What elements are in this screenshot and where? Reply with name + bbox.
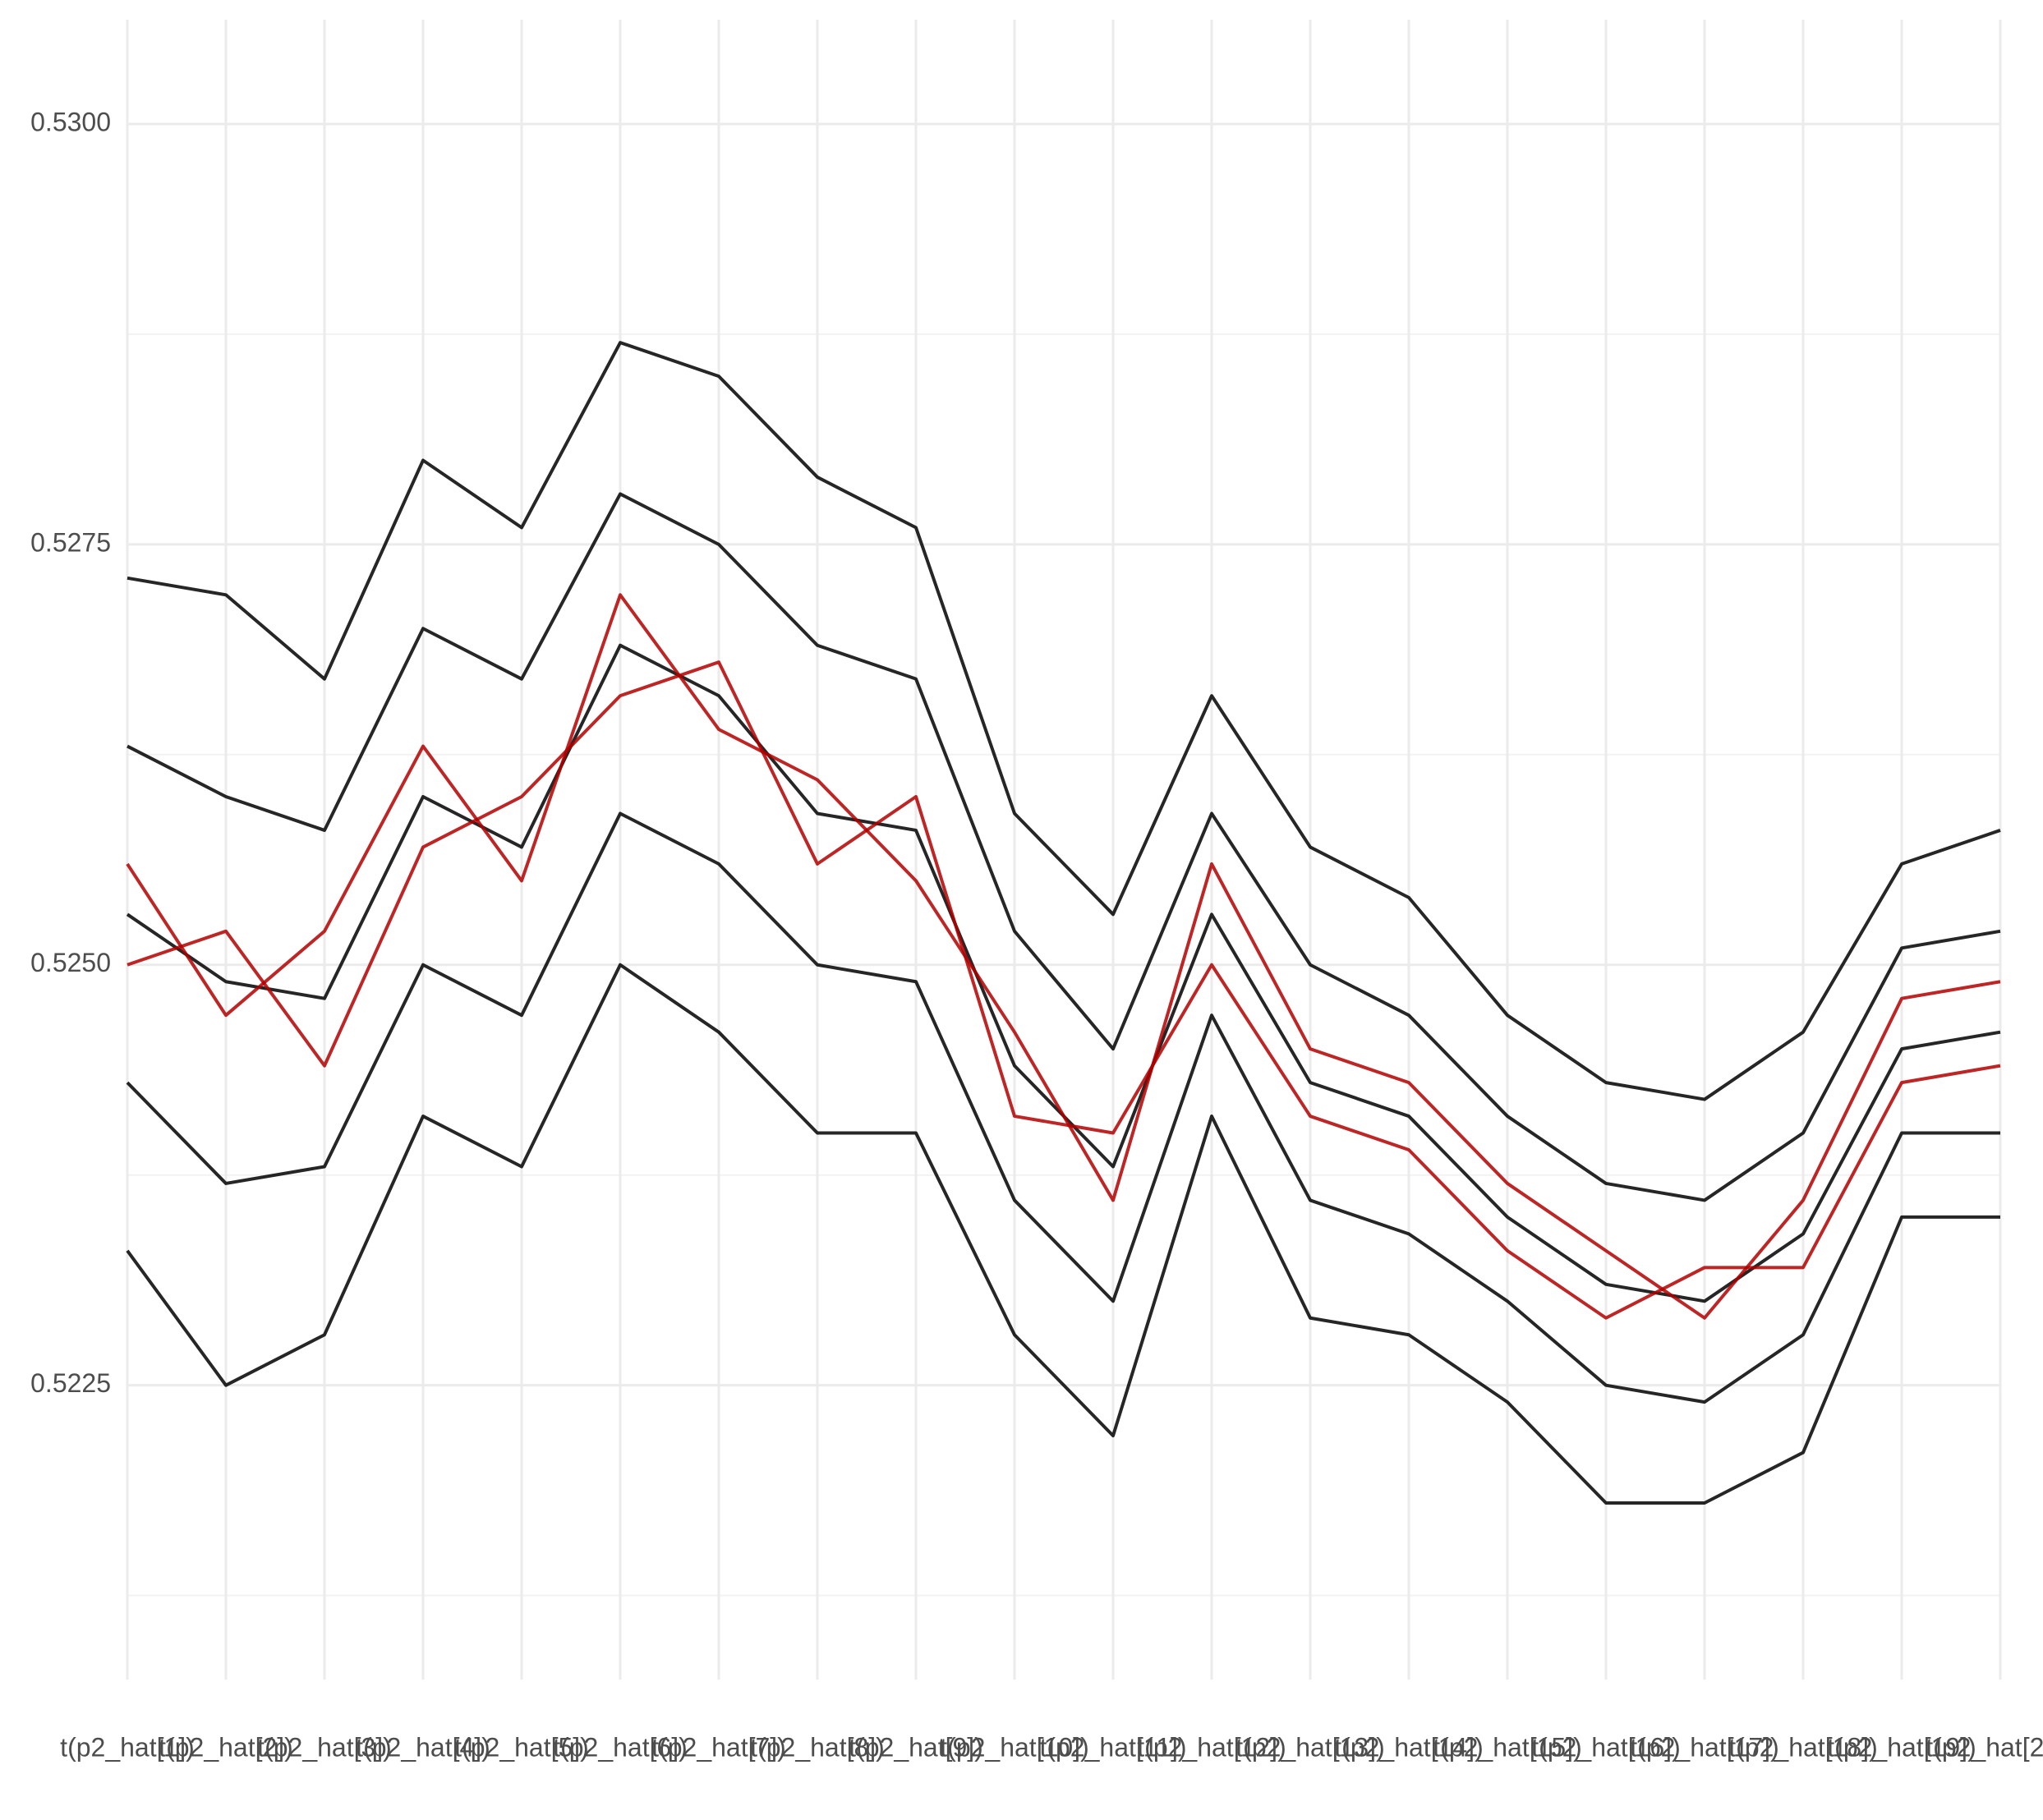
series-line bbox=[127, 660, 2001, 1320]
y-tick-label: 0.5275 bbox=[30, 527, 111, 557]
x-tick-label: t(p2_hat[15]) bbox=[1433, 1732, 1581, 1762]
x-tick-label: t(p2_hat[7]) bbox=[651, 1732, 786, 1762]
series-line bbox=[127, 341, 2001, 1101]
x-tick-label: t(p2_hat[2]) bbox=[159, 1732, 293, 1762]
x-tick-label: t(p2_hat[19]) bbox=[1827, 1732, 1976, 1762]
x-tick-label: t(p2_hat[13]) bbox=[1235, 1732, 1384, 1762]
x-tick-label: t(p2_hat[8]) bbox=[750, 1732, 885, 1762]
x-tick-label: t(p2_hat[18]) bbox=[1728, 1732, 1877, 1762]
series-line bbox=[126, 811, 2000, 1404]
x-tick-label: t(p2_hat[14]) bbox=[1334, 1732, 1483, 1762]
x-tick-label: t(p2_hat[1]) bbox=[60, 1732, 195, 1762]
y-tick-label: 0.5250 bbox=[30, 948, 111, 977]
x-tick-label: t(p2_hat[17]) bbox=[1630, 1732, 1778, 1762]
series-line bbox=[126, 963, 2000, 1505]
y-tick-label: 0.5300 bbox=[30, 107, 111, 136]
x-tick-label: t(p2_hat[4]) bbox=[356, 1732, 490, 1762]
x-tick-label: t(p2_hat[5]) bbox=[454, 1732, 589, 1762]
x-tick-label: t(p2_hat[16]) bbox=[1531, 1732, 1680, 1762]
x-tick-label: t(p2_hat[20]) bbox=[1926, 1732, 2043, 1762]
x-tick-label: t(p2_hat[11]) bbox=[1039, 1732, 1186, 1762]
series-line bbox=[126, 643, 2001, 1303]
x-tick-label: t(p2_hat[6]) bbox=[553, 1732, 688, 1762]
series-line bbox=[126, 593, 2001, 1320]
x-tick-label: t(p2_hat[9]) bbox=[849, 1732, 983, 1762]
series-line bbox=[127, 492, 2001, 1202]
y-tick-label: 0.5225 bbox=[30, 1368, 111, 1398]
x-tick-label: t(p2_hat[12]) bbox=[1137, 1732, 1286, 1762]
x-tick-label: t(p2_hat[3]) bbox=[257, 1732, 392, 1762]
x-tick-label: t(p2_hat[10]) bbox=[940, 1732, 1088, 1762]
